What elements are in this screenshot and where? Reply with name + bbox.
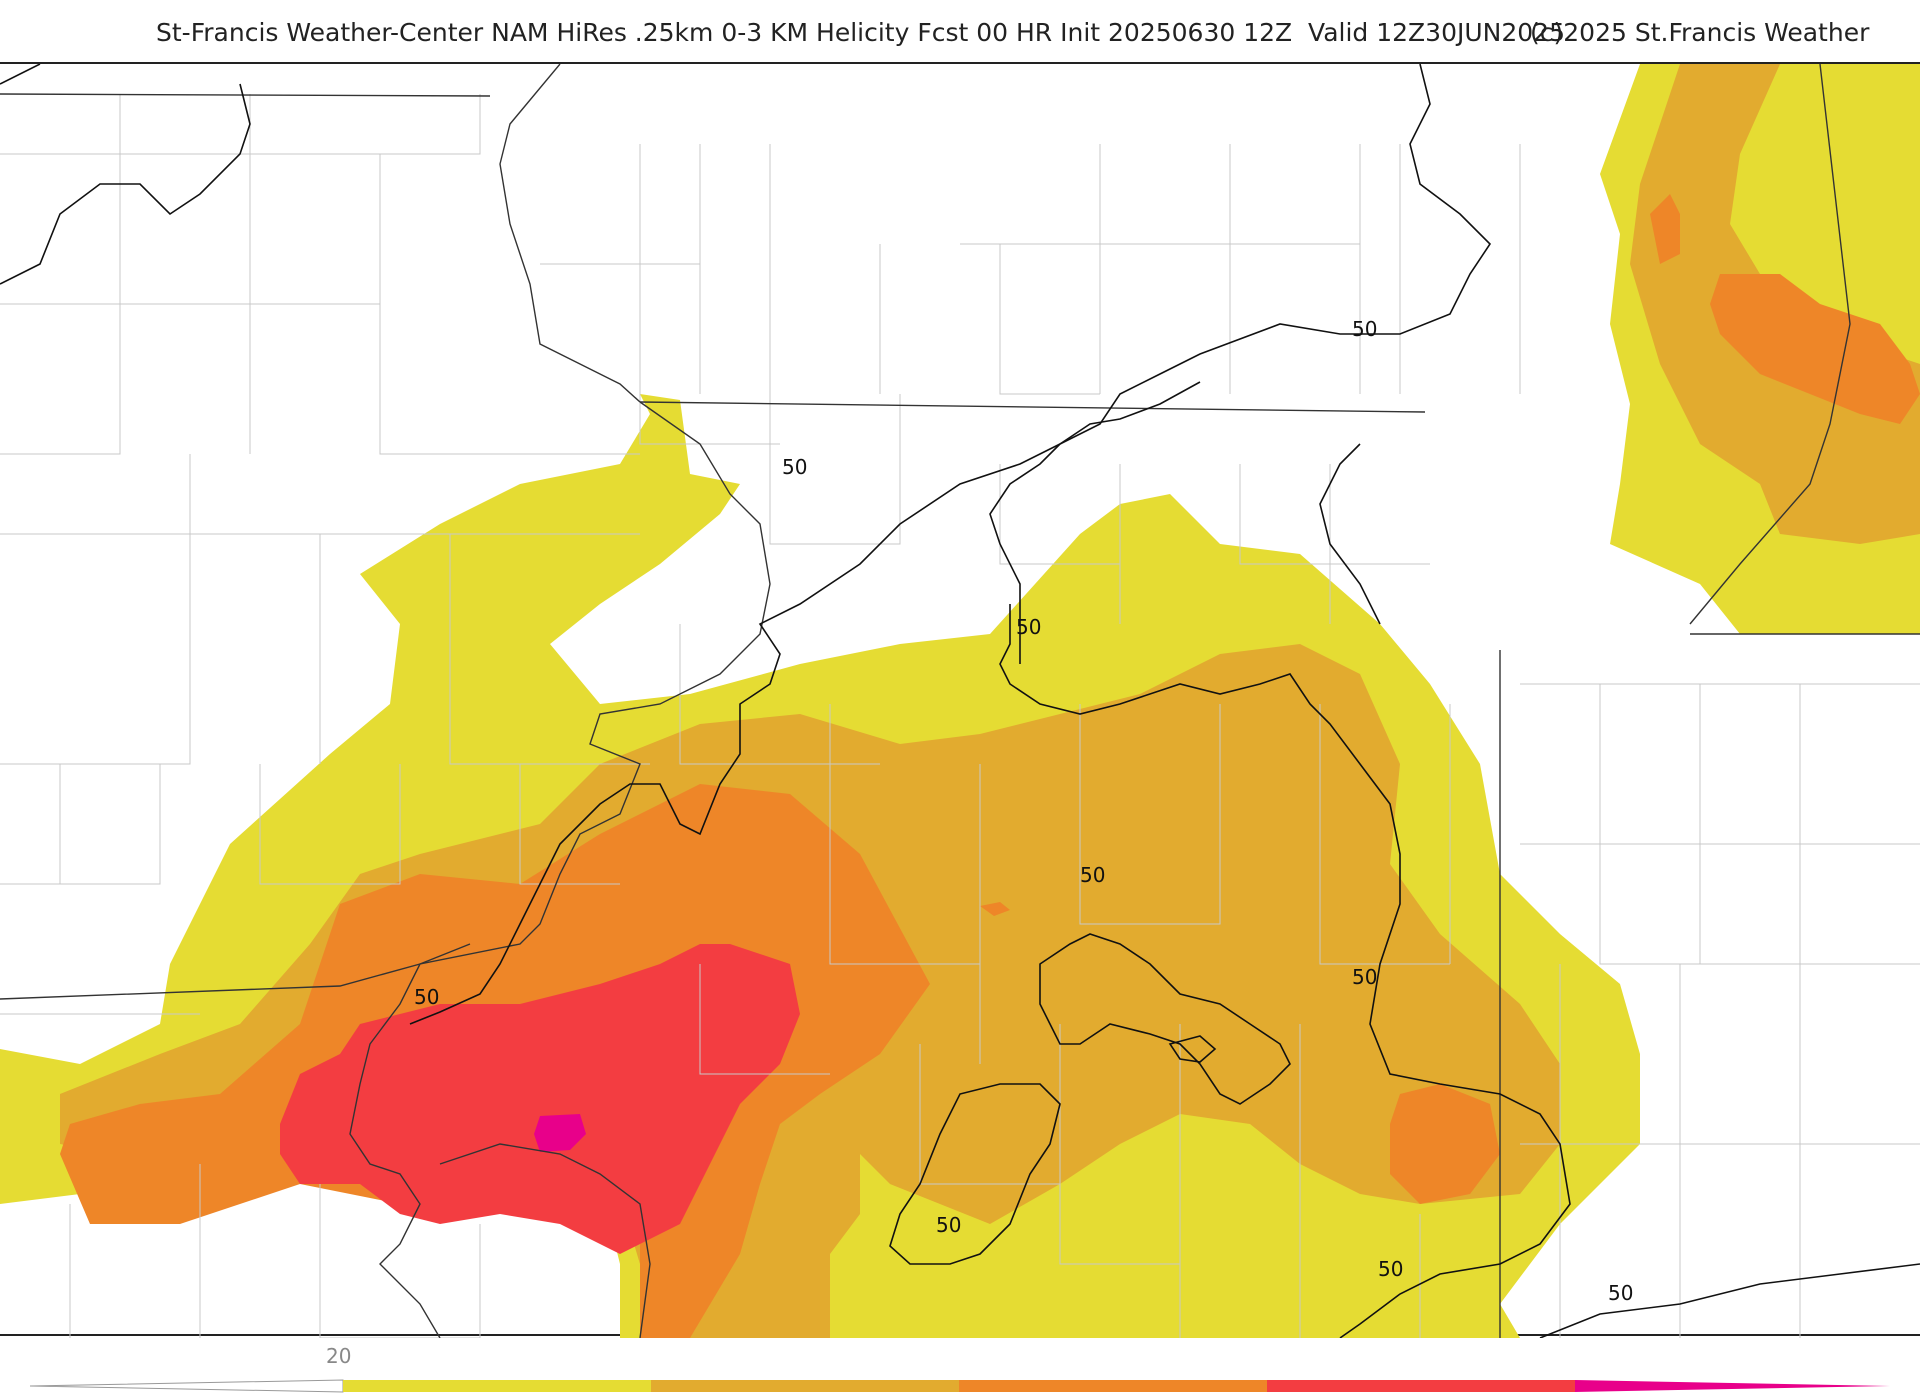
copyright-text: (c)2025 St.Francis Weather — [1530, 18, 1870, 47]
helicity-contours — [0, 64, 1920, 1338]
colorbar-upper-extension — [1575, 1380, 1890, 1392]
colorbar-tick-label: 20 — [326, 1344, 352, 1368]
title-text: St-Francis Weather-Center NAM HiRes .25k… — [156, 18, 1565, 47]
contour-label: 50 — [1352, 965, 1377, 989]
state-boundaries — [0, 64, 1920, 1338]
contour-label: 50 — [1608, 1281, 1633, 1305]
contour-label: 50 — [782, 455, 807, 479]
map-title: St-Francis Weather-Center NAM HiRes .25k… — [0, 14, 1920, 54]
colorbar-segment-light-orange — [651, 1380, 959, 1392]
colorbar-lower-extension — [30, 1379, 344, 1393]
contour-label: 50 — [414, 985, 439, 1009]
county-boundaries — [0, 94, 1920, 1338]
map-frame: 50 50 50 50 50 50 50 50 50 — [0, 62, 1920, 1338]
colorbar-segment-orange — [959, 1380, 1267, 1392]
contour-label: 50 — [1352, 317, 1377, 341]
helicity-region-magenta — [534, 1114, 586, 1152]
helicity-region-red — [280, 944, 800, 1254]
helicity-region-orange-center — [980, 902, 1010, 916]
contour-label: 50 — [1016, 615, 1041, 639]
colorbar — [30, 1379, 1890, 1393]
colorbar-segment-yellow — [343, 1380, 651, 1392]
helicity-map: 50 50 50 50 50 50 50 50 50 — [0, 64, 1920, 1338]
helicity-region-orange-ne — [1650, 194, 1680, 264]
colorbar-segment-red — [1267, 1380, 1575, 1392]
helicity-region-orange-east — [1390, 1084, 1500, 1204]
contour-label: 50 — [936, 1213, 961, 1237]
contour-label: 50 — [1378, 1257, 1403, 1281]
helicity-region-orange-ne2 — [1710, 274, 1920, 424]
contour-labels: 50 50 50 50 50 50 50 50 50 — [414, 317, 1633, 1305]
contour-label: 50 — [1080, 863, 1105, 887]
